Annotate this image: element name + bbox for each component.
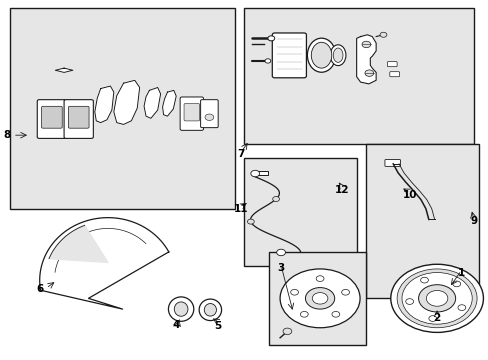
Circle shape — [457, 305, 465, 310]
Polygon shape — [162, 90, 176, 116]
FancyBboxPatch shape — [244, 8, 473, 144]
Circle shape — [276, 249, 285, 256]
FancyBboxPatch shape — [419, 282, 431, 292]
Ellipse shape — [174, 302, 187, 316]
Circle shape — [283, 328, 291, 334]
Circle shape — [204, 114, 213, 121]
Polygon shape — [40, 218, 168, 309]
FancyBboxPatch shape — [384, 159, 400, 166]
Circle shape — [316, 276, 324, 282]
FancyBboxPatch shape — [183, 104, 199, 121]
Ellipse shape — [311, 42, 331, 68]
Text: 5: 5 — [214, 321, 221, 330]
Text: 6: 6 — [36, 284, 43, 294]
Text: 3: 3 — [277, 263, 284, 273]
Ellipse shape — [332, 48, 342, 62]
Circle shape — [405, 299, 413, 305]
FancyBboxPatch shape — [386, 62, 396, 67]
Circle shape — [364, 70, 373, 76]
Text: 7: 7 — [237, 149, 244, 159]
Text: 10: 10 — [402, 190, 417, 200]
Polygon shape — [49, 225, 108, 262]
Ellipse shape — [168, 297, 193, 321]
Text: 8: 8 — [3, 130, 11, 140]
FancyBboxPatch shape — [64, 100, 93, 138]
Ellipse shape — [204, 303, 216, 316]
Ellipse shape — [330, 45, 345, 66]
FancyBboxPatch shape — [68, 106, 89, 128]
Circle shape — [312, 293, 327, 304]
FancyBboxPatch shape — [272, 33, 306, 78]
Text: 2: 2 — [432, 313, 440, 323]
Circle shape — [390, 264, 483, 332]
Circle shape — [418, 285, 455, 312]
Circle shape — [305, 288, 334, 309]
Circle shape — [452, 281, 460, 287]
Circle shape — [267, 36, 274, 41]
Circle shape — [401, 273, 471, 324]
Circle shape — [396, 269, 476, 328]
FancyBboxPatch shape — [10, 8, 234, 209]
Polygon shape — [254, 171, 267, 175]
Ellipse shape — [307, 38, 335, 72]
Polygon shape — [356, 35, 375, 84]
Text: 12: 12 — [334, 185, 348, 195]
FancyBboxPatch shape — [366, 144, 478, 298]
FancyBboxPatch shape — [200, 100, 218, 128]
Circle shape — [331, 311, 339, 317]
Circle shape — [379, 32, 386, 37]
Circle shape — [280, 269, 359, 328]
Polygon shape — [114, 80, 140, 125]
Polygon shape — [55, 68, 73, 72]
Polygon shape — [144, 87, 160, 118]
Circle shape — [264, 59, 270, 63]
Circle shape — [272, 197, 279, 202]
Circle shape — [247, 219, 254, 224]
Circle shape — [361, 41, 370, 48]
Circle shape — [341, 289, 349, 295]
Circle shape — [428, 316, 436, 321]
Circle shape — [426, 291, 447, 306]
Circle shape — [420, 277, 427, 283]
FancyBboxPatch shape — [389, 72, 399, 77]
Circle shape — [250, 170, 259, 177]
Circle shape — [290, 289, 298, 295]
Text: 11: 11 — [233, 204, 247, 215]
FancyBboxPatch shape — [244, 158, 356, 266]
FancyBboxPatch shape — [268, 252, 366, 345]
Text: 9: 9 — [469, 216, 476, 226]
Ellipse shape — [199, 299, 221, 320]
FancyBboxPatch shape — [37, 100, 66, 138]
Circle shape — [300, 311, 307, 317]
FancyBboxPatch shape — [41, 106, 62, 128]
Polygon shape — [95, 86, 114, 123]
FancyBboxPatch shape — [180, 97, 203, 130]
Text: 1: 1 — [457, 268, 464, 278]
Text: 4: 4 — [172, 320, 180, 330]
